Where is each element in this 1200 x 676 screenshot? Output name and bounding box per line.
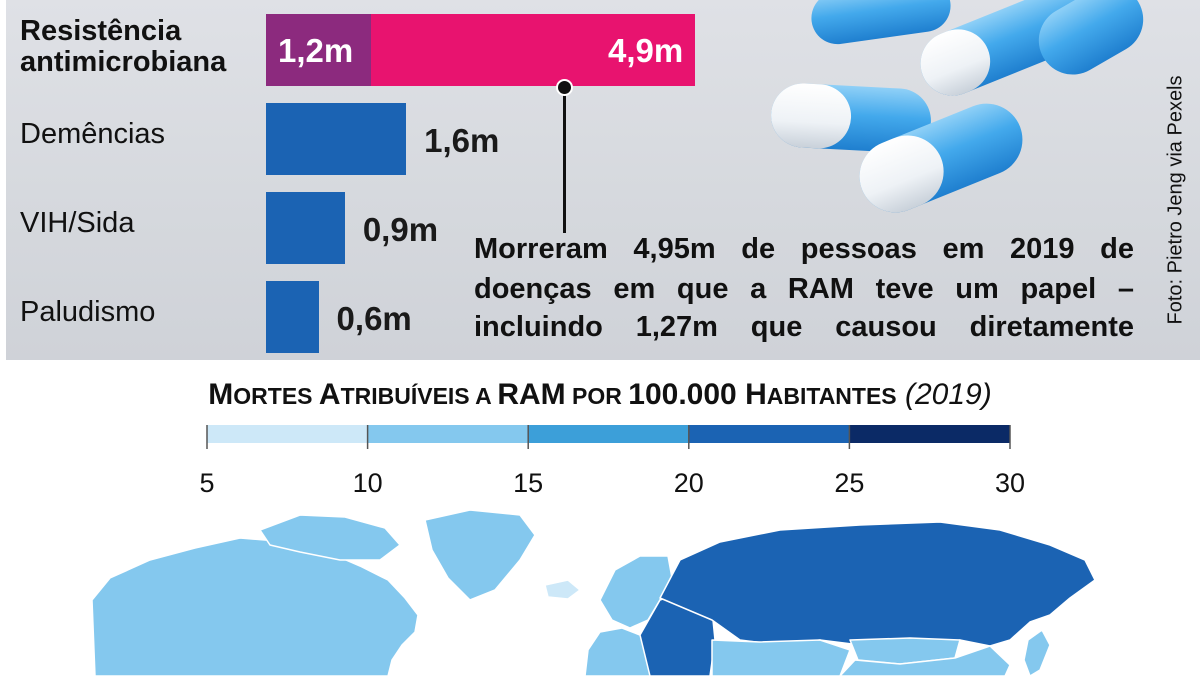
- annotation-line-1: Morreram 4,95m de pessoas em 2019 de: [474, 233, 1134, 265]
- map-region-central-asia: [711, 639, 851, 676]
- legend-tick-label-25: 25: [834, 468, 865, 498]
- bar-malaria: [266, 281, 319, 353]
- legend-tick-label-5: 5: [199, 468, 215, 498]
- legend-tick-label-10: 10: [352, 468, 383, 498]
- map-legend-title: MORTES ATRIBUÍVEIS A RAM POR 100.000 HAB…: [208, 378, 992, 411]
- bar-hiv: [266, 192, 345, 264]
- bar-value-hiv: 0,9m: [362, 211, 439, 248]
- capsule-4: [771, 83, 931, 153]
- legend-color-scale: [206, 425, 1011, 449]
- annotation-dot: [556, 79, 573, 96]
- legend-tick-label-15: 15: [513, 468, 544, 498]
- annotation-line-2: doenças em que a RAM teve um papel –: [474, 273, 1134, 305]
- map-region-greenland: [424, 509, 536, 601]
- legend-bin-15-20: [528, 425, 689, 443]
- bar-value-dementia: 1,6m: [424, 122, 500, 159]
- category-label-malaria: Paludismo: [20, 296, 156, 328]
- legend-bin-10-15: [367, 425, 529, 443]
- bar-amr-associated-segment: [371, 14, 696, 86]
- map-region-iceland: [544, 579, 581, 600]
- capsule-1: [811, 0, 951, 45]
- map-region-russia: [659, 521, 1096, 647]
- legend-tick-label-20: 20: [673, 468, 704, 498]
- legend-bin-25-30: [849, 425, 1010, 443]
- category-label-amr: Resistência antimicrobiana: [20, 15, 227, 78]
- legend-bin-20-25: [688, 425, 850, 443]
- chart-panel: Resistência antimicrobiana Demências VIH…: [6, 0, 1200, 360]
- bar-dementia: [266, 103, 407, 175]
- world-map: [91, 509, 1096, 676]
- bar-amr-direct-segment: [266, 14, 372, 86]
- capsules-photo: [771, 0, 1144, 213]
- legend-tick-label-30: 30: [994, 468, 1026, 498]
- annotation-line-3: incluindo 1,27m que causou diretamente: [474, 311, 1134, 343]
- category-label-dementia: Demências: [20, 118, 166, 150]
- legend-bin-5-10: [207, 425, 368, 443]
- bar-value-amr-direct: 1,2m: [278, 32, 354, 69]
- bar-value-amr-associated: 4,9m: [608, 32, 684, 69]
- annotation-leader-line: [563, 86, 566, 233]
- map-region-japan: [1023, 629, 1051, 676]
- bar-value-malaria: 0,6m: [336, 300, 412, 337]
- map-region-canadian-islands: [259, 514, 401, 561]
- category-label-hiv: VIH/Sida: [20, 207, 135, 239]
- capsule-5: [859, 103, 1023, 213]
- capsule-3: [1038, 0, 1144, 75]
- map-region-north-america: [91, 537, 419, 676]
- map-region-china: [839, 645, 1011, 676]
